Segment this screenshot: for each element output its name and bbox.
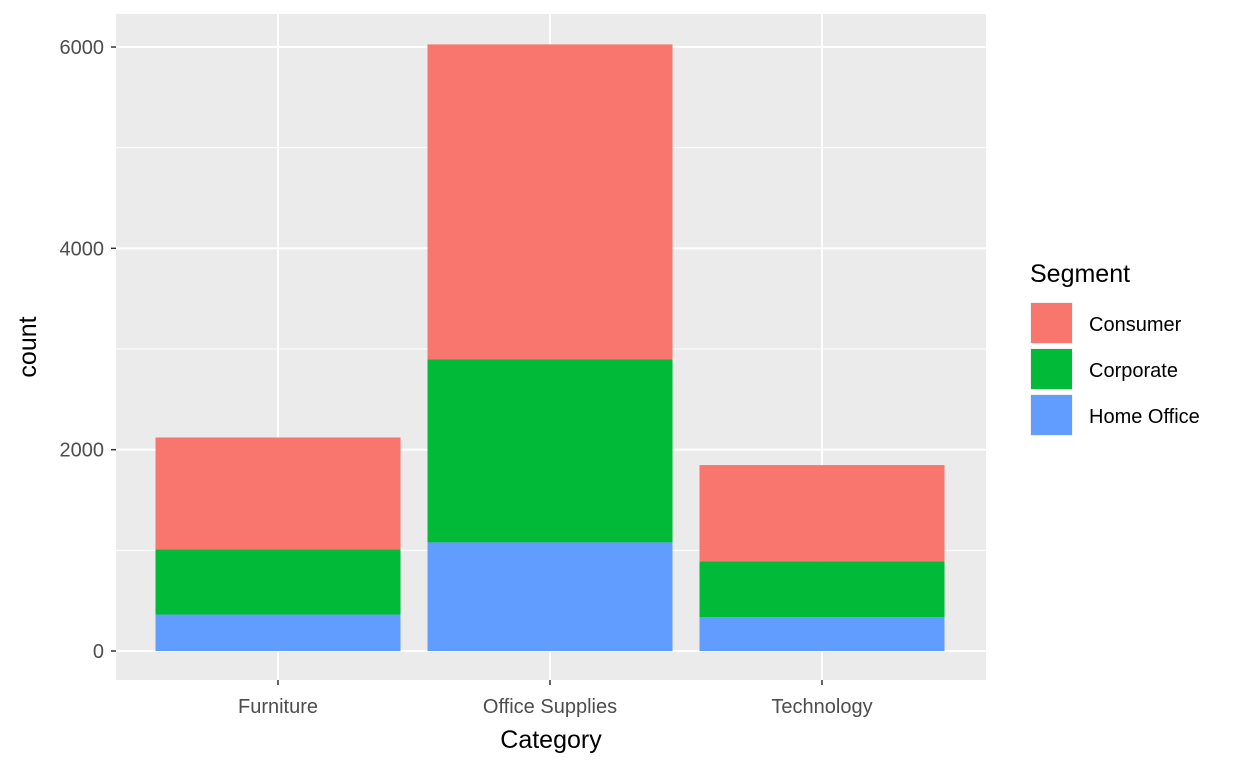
y-tick-label: 4000	[60, 238, 105, 260]
legend-label-corporate: Corporate	[1089, 360, 1178, 382]
legend-swatch-corporate	[1031, 349, 1072, 389]
bar-home-office	[155, 614, 401, 651]
legend-swatch-consumer	[1031, 303, 1072, 343]
legend: Segment Consumer Corporate Home Office	[1030, 260, 1200, 436]
bar-home-office	[699, 617, 945, 651]
y-axis: 0 2000 4000 6000	[60, 37, 116, 663]
x-axis-title: Category	[500, 726, 602, 754]
bar-home-office	[427, 542, 673, 651]
bar-corporate	[699, 561, 945, 618]
bar-corporate	[427, 359, 673, 543]
legend-label-home-office: Home Office	[1089, 406, 1200, 428]
bar-consumer	[155, 437, 401, 550]
legend-title: Segment	[1030, 260, 1130, 288]
y-axis-title: count	[14, 316, 42, 377]
x-tick-label: Technology	[771, 696, 872, 718]
x-tick-label: Office Supplies	[483, 696, 617, 718]
bars	[155, 44, 945, 651]
legend-label-consumer: Consumer	[1089, 314, 1182, 336]
bar-consumer	[699, 465, 945, 562]
legend-items: Consumer Corporate Home Office	[1030, 302, 1200, 436]
bar-consumer	[427, 44, 673, 360]
y-tick-label: 6000	[60, 37, 105, 59]
bar-corporate	[155, 549, 401, 615]
x-tick-label: Furniture	[238, 696, 318, 718]
legend-swatch-home-office	[1031, 395, 1072, 435]
y-tick-label: 2000	[60, 440, 105, 462]
x-axis: Furniture Office Supplies Technology	[238, 680, 873, 718]
y-tick-label: 0	[93, 641, 104, 663]
